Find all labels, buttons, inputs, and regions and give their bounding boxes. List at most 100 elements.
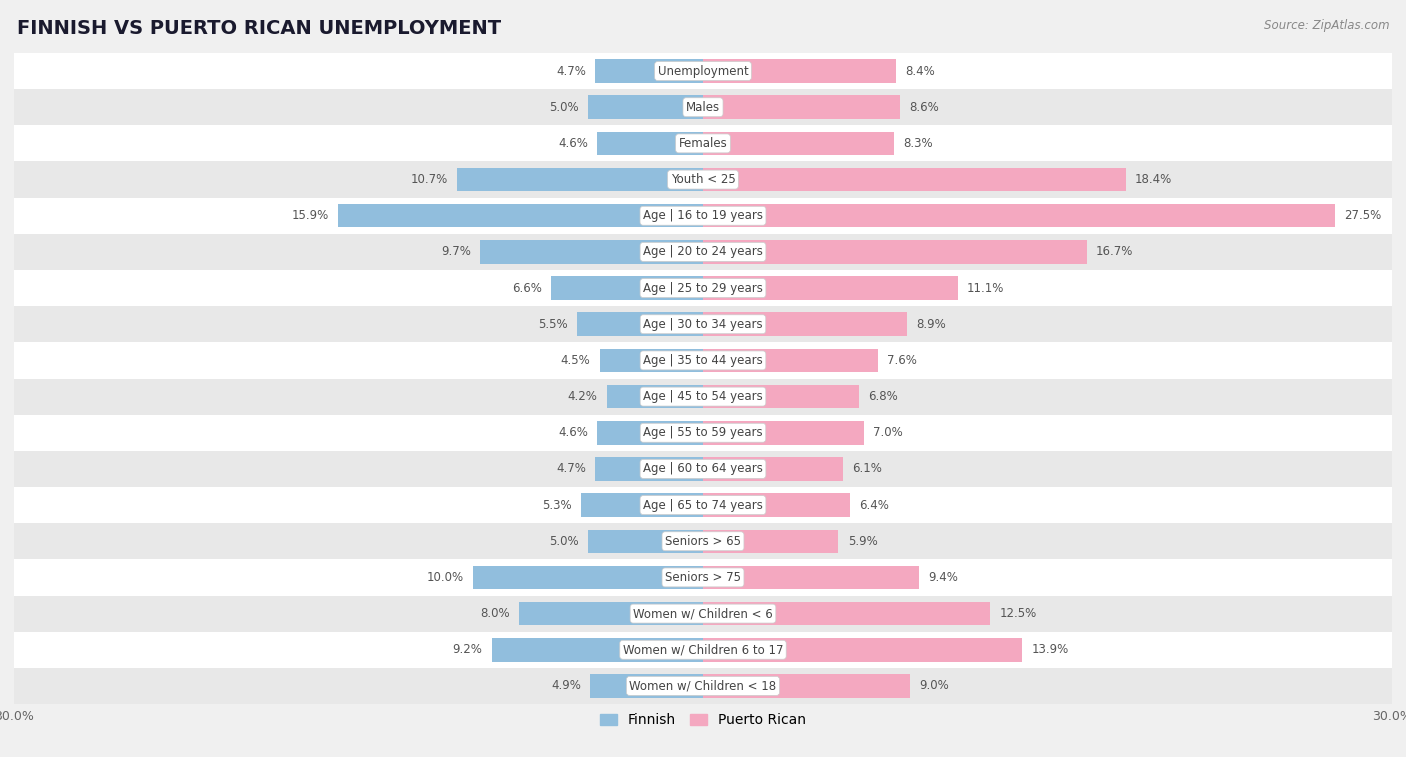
Bar: [703, 638, 1022, 662]
Text: 6.6%: 6.6%: [512, 282, 543, 294]
Text: 7.0%: 7.0%: [873, 426, 903, 439]
Text: 4.9%: 4.9%: [551, 680, 581, 693]
Bar: [14, 270, 1392, 306]
Text: Age | 25 to 29 years: Age | 25 to 29 years: [643, 282, 763, 294]
Bar: [703, 457, 844, 481]
Text: Age | 20 to 24 years: Age | 20 to 24 years: [643, 245, 763, 258]
Text: 6.4%: 6.4%: [859, 499, 889, 512]
Bar: [599, 349, 703, 372]
Bar: [591, 674, 703, 698]
Text: 5.3%: 5.3%: [543, 499, 572, 512]
Text: 4.2%: 4.2%: [568, 390, 598, 403]
Bar: [703, 132, 894, 155]
Bar: [576, 313, 703, 336]
Text: 8.4%: 8.4%: [905, 64, 935, 77]
Text: 5.9%: 5.9%: [848, 534, 877, 548]
Bar: [703, 240, 1087, 263]
Text: Women w/ Children < 6: Women w/ Children < 6: [633, 607, 773, 620]
Text: Females: Females: [679, 137, 727, 150]
Text: 18.4%: 18.4%: [1135, 173, 1173, 186]
Bar: [595, 59, 703, 83]
Text: Age | 30 to 34 years: Age | 30 to 34 years: [643, 318, 763, 331]
Bar: [14, 415, 1392, 451]
Text: Males: Males: [686, 101, 720, 114]
Bar: [14, 487, 1392, 523]
Bar: [703, 349, 877, 372]
Text: 9.0%: 9.0%: [920, 680, 949, 693]
Text: 13.9%: 13.9%: [1032, 643, 1069, 656]
Text: 4.5%: 4.5%: [561, 354, 591, 367]
Bar: [14, 378, 1392, 415]
Text: Seniors > 65: Seniors > 65: [665, 534, 741, 548]
Bar: [14, 89, 1392, 126]
Bar: [14, 234, 1392, 270]
Text: Age | 55 to 59 years: Age | 55 to 59 years: [643, 426, 763, 439]
Bar: [703, 529, 838, 553]
Bar: [703, 313, 907, 336]
Text: 15.9%: 15.9%: [291, 209, 329, 223]
Text: Unemployment: Unemployment: [658, 64, 748, 77]
Bar: [581, 494, 703, 517]
Bar: [14, 523, 1392, 559]
Bar: [492, 638, 703, 662]
Text: Age | 16 to 19 years: Age | 16 to 19 years: [643, 209, 763, 223]
Text: FINNISH VS PUERTO RICAN UNEMPLOYMENT: FINNISH VS PUERTO RICAN UNEMPLOYMENT: [17, 19, 501, 38]
Bar: [457, 168, 703, 192]
Bar: [598, 132, 703, 155]
Bar: [703, 602, 990, 625]
Bar: [551, 276, 703, 300]
Text: 7.6%: 7.6%: [887, 354, 917, 367]
Text: 5.5%: 5.5%: [538, 318, 568, 331]
Text: 4.6%: 4.6%: [558, 137, 588, 150]
Bar: [703, 565, 920, 589]
Text: 9.7%: 9.7%: [441, 245, 471, 258]
Text: 10.7%: 10.7%: [411, 173, 449, 186]
Bar: [337, 204, 703, 228]
Text: Women w/ Children < 18: Women w/ Children < 18: [630, 680, 776, 693]
Text: 5.0%: 5.0%: [550, 534, 579, 548]
Text: 4.6%: 4.6%: [558, 426, 588, 439]
Text: 5.0%: 5.0%: [550, 101, 579, 114]
Text: 12.5%: 12.5%: [1000, 607, 1036, 620]
Text: 10.0%: 10.0%: [427, 571, 464, 584]
Text: 9.4%: 9.4%: [928, 571, 957, 584]
Bar: [481, 240, 703, 263]
Text: 8.3%: 8.3%: [903, 137, 932, 150]
Bar: [703, 168, 1126, 192]
Bar: [519, 602, 703, 625]
Bar: [14, 451, 1392, 487]
Text: 9.2%: 9.2%: [453, 643, 482, 656]
Text: 4.7%: 4.7%: [555, 463, 586, 475]
Text: 4.7%: 4.7%: [555, 64, 586, 77]
Text: Age | 45 to 54 years: Age | 45 to 54 years: [643, 390, 763, 403]
Text: 8.0%: 8.0%: [481, 607, 510, 620]
Bar: [703, 494, 851, 517]
Text: Source: ZipAtlas.com: Source: ZipAtlas.com: [1264, 19, 1389, 32]
Bar: [703, 59, 896, 83]
Bar: [703, 204, 1334, 228]
Bar: [595, 457, 703, 481]
Bar: [474, 565, 703, 589]
Text: 11.1%: 11.1%: [967, 282, 1004, 294]
Text: Age | 65 to 74 years: Age | 65 to 74 years: [643, 499, 763, 512]
Bar: [588, 529, 703, 553]
Text: 16.7%: 16.7%: [1095, 245, 1133, 258]
Legend: Finnish, Puerto Rican: Finnish, Puerto Rican: [595, 708, 811, 733]
Text: 27.5%: 27.5%: [1344, 209, 1381, 223]
Text: Women w/ Children 6 to 17: Women w/ Children 6 to 17: [623, 643, 783, 656]
Text: 6.1%: 6.1%: [852, 463, 882, 475]
Text: Youth < 25: Youth < 25: [671, 173, 735, 186]
Bar: [703, 421, 863, 444]
Bar: [703, 674, 910, 698]
Bar: [14, 668, 1392, 704]
Text: Age | 35 to 44 years: Age | 35 to 44 years: [643, 354, 763, 367]
Bar: [14, 53, 1392, 89]
Text: 6.8%: 6.8%: [869, 390, 898, 403]
Bar: [598, 421, 703, 444]
Bar: [14, 126, 1392, 161]
Bar: [14, 559, 1392, 596]
Bar: [703, 385, 859, 408]
Bar: [14, 198, 1392, 234]
Bar: [703, 95, 900, 119]
Bar: [606, 385, 703, 408]
